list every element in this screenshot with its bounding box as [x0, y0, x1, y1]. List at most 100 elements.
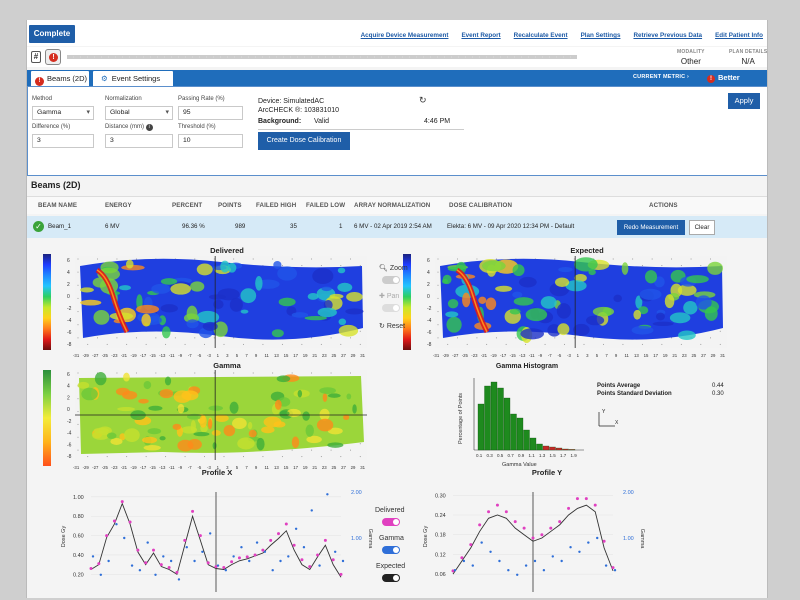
delivered-dose-patch [271, 329, 284, 338]
col-failed-low: FAILED LOW [306, 202, 346, 209]
profile-x-gamma-point [318, 564, 321, 567]
method-select[interactable]: Gamma [32, 106, 94, 120]
histogram-bar [555, 447, 563, 451]
refresh-icon[interactable]: ↻ [419, 95, 427, 105]
delivered-grid-dot [77, 297, 79, 299]
expected-dose-patch [693, 291, 716, 299]
gamma-histogram: 0.1 0.3 0.5 0.7 0.9 1.1 1.3 1.5 1.7 1.9 Gamma Valu… [458, 378, 584, 468]
profile-x-gamma-point [138, 569, 142, 572]
histogram-bar [484, 385, 491, 451]
expected-grid-dot [661, 265, 663, 267]
delivered-x-tick: 15 [284, 353, 289, 358]
delivered-dose-patch [329, 293, 344, 299]
expected-grid-dot [564, 343, 566, 345]
hash-icon[interactable]: # [31, 51, 41, 63]
plan-settings-link[interactable]: Plan Settings [580, 32, 621, 39]
profile-x-gamma-point [216, 564, 220, 567]
event-report-link[interactable]: Event Report [461, 32, 501, 39]
zoom-toggle[interactable] [382, 276, 400, 284]
gamma-patch [229, 401, 239, 414]
gamma-toggle[interactable] [382, 546, 400, 554]
expected-grid-dot [466, 343, 468, 345]
passing-rate-input[interactable]: 95 [178, 106, 243, 120]
delivered-grid-dot [77, 337, 79, 339]
profile-x-gamma-point [224, 569, 228, 572]
zoom-control[interactable]: 🔍︎ Zoom [379, 265, 408, 272]
profile-x-gamma-point [193, 559, 196, 563]
profile-x-gamma-point [99, 573, 103, 576]
table-row[interactable]: ✓ Beam_1 6 MV 96.36 % 989 35 1 6 MV - 02… [27, 216, 767, 238]
delivered-dose-patch [337, 267, 346, 274]
delivered-dose-patch [240, 288, 257, 304]
info-icon[interactable]: i [145, 124, 153, 131]
gamma-x-tick: -5 [197, 465, 201, 470]
gamma-patch [177, 439, 194, 452]
device-line: Device: SimulatedAC [258, 98, 325, 105]
profile-y-delivered-point [549, 526, 553, 530]
complete-button[interactable]: Complete [29, 25, 75, 43]
delivered-grid-dot [242, 343, 244, 345]
clear-button[interactable]: Clear [689, 220, 715, 235]
threshold-input[interactable]: 10 [178, 134, 243, 148]
profile-x-delivered-point [120, 500, 124, 504]
gamma-grid-dot [194, 372, 196, 374]
delivered-toggle[interactable] [382, 518, 400, 526]
profile-y-delivered-point [513, 520, 517, 524]
delivered-dose-patch [229, 297, 243, 312]
profile-x-delivered-point [191, 509, 195, 513]
gamma-grid-dot [145, 456, 147, 458]
tab-event-settings[interactable]: ⚙ Event Settings [93, 71, 173, 86]
expected-toggle[interactable] [382, 574, 400, 582]
pan-toggle[interactable] [382, 304, 400, 312]
profile-y-delivered-point [602, 539, 606, 543]
profile-y-delivered-point [487, 510, 491, 514]
expected-dose-patch [520, 328, 544, 340]
apply-button[interactable]: Apply [728, 93, 760, 109]
expected-dose-patch [655, 312, 665, 321]
create-dose-calibration-button[interactable]: Create Dose Calibration [258, 132, 350, 150]
gamma-grid-dot [311, 449, 313, 451]
delivered-y-tick: -8 [67, 342, 72, 348]
delivered-dose-patch [346, 292, 363, 302]
plan-details-key: PLAN DETAILS [729, 49, 768, 55]
profile-x-gamma-point [341, 559, 345, 563]
error-event-button[interactable]: ! [45, 49, 61, 65]
gamma-grid-dot [116, 372, 118, 374]
expected-grid-dot [602, 343, 604, 345]
col-actions: ACTIONS [649, 202, 678, 209]
gamma-y-tick: -4 [67, 431, 72, 437]
redo-measurement-button[interactable]: Redo Measurement [617, 220, 685, 235]
gamma-grid-dot [77, 398, 79, 400]
profile-x-delivered-point [331, 558, 335, 562]
expected-x-tick: 7 [605, 353, 608, 358]
expected-grid-dot [437, 337, 439, 339]
delivered-dose-patch [160, 304, 178, 313]
reset-control[interactable]: ↻ Reset [379, 323, 406, 330]
edit-patient-info-link[interactable]: Edit Patient Info [715, 32, 763, 39]
retrieve-previous-data-link[interactable]: Retrieve Previous Data [633, 32, 703, 39]
profile-y-gamma-point [587, 541, 590, 544]
event-timeline[interactable] [67, 55, 577, 59]
acquire-device-measurement-link[interactable]: Acquire Device Measurement [360, 32, 449, 39]
expected-x-tick: -9 [538, 353, 542, 358]
expected-grid-dot [719, 330, 721, 332]
distance-label: Distance (mm) i [105, 124, 153, 131]
delivered-dose-patch [227, 262, 237, 273]
gamma-patch [106, 432, 117, 439]
histogram-y-label: Percentage of Points [458, 393, 464, 444]
delivered-x-tick: -11 [169, 353, 176, 358]
difference-input[interactable]: 3 [32, 134, 94, 148]
profile-y-gamma-point [569, 546, 572, 549]
distance-input[interactable]: 3 [105, 134, 173, 148]
recalculate-event-link[interactable]: Recalculate Event [513, 32, 568, 39]
delivered-dose-patch [321, 286, 332, 292]
tab-beams-2d[interactable]: ! Beams (2D) [31, 71, 89, 86]
background-time: 4:46 PM [424, 118, 451, 125]
profile-y-expected-line [452, 504, 614, 575]
delivered-dose-patch [80, 299, 102, 306]
gamma-grid-dot [330, 372, 332, 374]
pan-control[interactable]: ✚ Pan [379, 293, 400, 300]
profile-y-delivered-point [451, 569, 455, 573]
delivered-dose-patch [202, 321, 218, 331]
normalization-select[interactable]: Global [105, 106, 173, 120]
